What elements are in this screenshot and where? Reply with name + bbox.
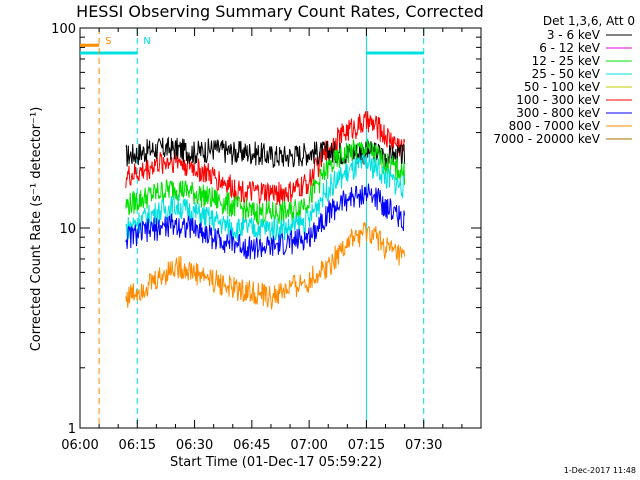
marker-label-n: N [143,36,150,47]
x-tick-label-3: 06:45 [233,438,270,453]
legend-label-7: 800 - 7000 keV [509,119,601,133]
x-tick-label-2: 06:30 [176,438,213,453]
x-tick-label-4: 07:00 [290,438,327,453]
y-axis-title: Corrected Count Rate (s⁻¹ detector⁻¹) [29,107,44,352]
legend-label-8: 7000 - 20000 keV [493,132,600,146]
marker-label-s: S [105,36,111,47]
y-tick-label-0: 1 [68,422,76,437]
legend-label-3: 25 - 50 keV [532,67,601,81]
chart-title: HESSI Observing Summary Count Rates, Cor… [76,2,484,21]
x-tick-label-1: 06:15 [119,438,156,453]
legend-label-6: 300 - 800 keV [516,106,600,120]
legend-label-4: 50 - 100 keV [524,80,601,94]
series-line-5 [125,110,406,206]
legend-label-0: 3 - 6 keV [547,28,601,42]
footer-timestamp: 1-Dec-2017 11:48 [564,466,636,475]
legend-title: Det 1,3,6, Att 0 [543,14,635,28]
x-tick-label-6: 07:30 [405,438,442,453]
series-line-0 [125,136,406,170]
y-tick-label-2: 100 [51,22,76,37]
series-line-7 [125,222,406,310]
series-line-6 [125,183,406,260]
series-line-3 [125,153,405,241]
x-axis-title: Start Time (01-Dec-17 05:59:22) [170,455,382,470]
legend-label-2: 12 - 25 keV [532,54,601,68]
x-tick-label-0: 06:00 [61,438,98,453]
series-line-2 [125,138,406,226]
y-tick-label-1: 10 [59,222,76,237]
legend-label-1: 6 - 12 keV [539,41,601,55]
x-tick-label-5: 07:15 [348,438,385,453]
legend-label-5: 100 - 300 keV [516,93,600,107]
